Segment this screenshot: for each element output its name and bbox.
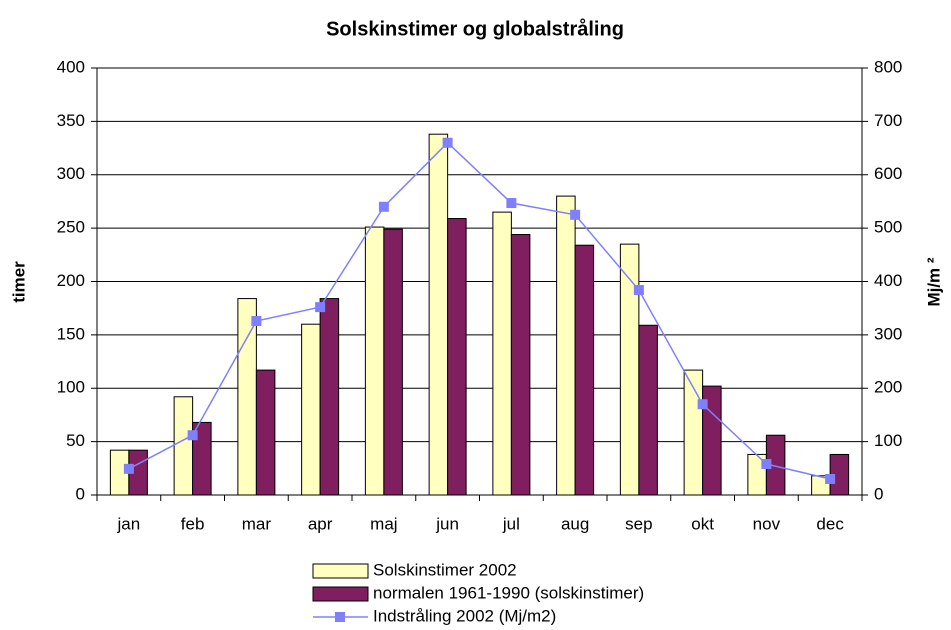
y2-tick-label: 500 [874, 218, 902, 237]
legend-label: Indstråling 2002 (Mj/m2) [373, 606, 556, 625]
y-tick-label: 300 [57, 164, 85, 183]
chart-title: Solskinstimer og globalstråling [326, 17, 624, 40]
x-tick-label: sep [625, 514, 652, 533]
bar [619, 243, 640, 496]
y-tick-label: 350 [57, 111, 85, 130]
x-tick-label: jun [435, 514, 459, 533]
marker [697, 399, 708, 410]
x-tick-label: apr [308, 514, 333, 533]
bar [383, 228, 403, 496]
bar [428, 133, 449, 496]
y-tick-label: 400 [57, 57, 85, 76]
bar [447, 218, 467, 496]
bar [492, 211, 512, 496]
x-tick-label: jul [502, 514, 520, 533]
marker [187, 430, 198, 441]
marker [123, 463, 134, 474]
legend-label: normalen 1961-1990 (solskinstimer) [373, 583, 644, 602]
bar [638, 324, 658, 496]
legend-swatch [312, 586, 369, 602]
bar [173, 396, 194, 496]
marker [506, 198, 517, 209]
bar [301, 323, 321, 496]
y-axis-title: timer [9, 261, 28, 303]
y-tick-label: 150 [57, 324, 85, 343]
legend-swatch [312, 563, 369, 579]
bar [556, 195, 576, 496]
x-tick-label: okt [691, 514, 714, 533]
marker [315, 302, 326, 313]
x-tick-label: nov [753, 514, 781, 533]
x-tick-label: feb [181, 514, 205, 533]
y-tick-label: 100 [57, 378, 85, 397]
marker [761, 459, 772, 470]
bar [364, 226, 385, 496]
y-tick-label: 250 [57, 218, 85, 237]
y2-tick-label: 800 [874, 57, 902, 76]
y-tick-label: 200 [57, 271, 85, 290]
bar [574, 244, 595, 496]
bar [510, 234, 531, 496]
x-tick-label: aug [561, 514, 589, 533]
marker [378, 201, 389, 212]
x-tick-label: mar [242, 514, 272, 533]
x-tick-label: dec [816, 514, 844, 533]
marker [570, 209, 581, 220]
y-tick-label: 50 [66, 431, 85, 450]
legend-marker [335, 612, 345, 622]
y2-tick-label: 300 [874, 324, 902, 343]
x-tick-label: jan [117, 514, 141, 533]
marker [442, 137, 453, 148]
y-tick-label: 0 [76, 484, 85, 503]
legend-label: Solskinstimer 2002 [373, 560, 517, 579]
y2-tick-label: 0 [874, 484, 883, 503]
line [128, 141, 831, 480]
bar [237, 298, 257, 496]
y2-tick-label: 600 [874, 164, 902, 183]
marker [825, 473, 836, 484]
y2-tick-label: 700 [874, 111, 902, 130]
y2-tick-label: 200 [874, 378, 902, 397]
y2-axis-title: Mj/m ² [924, 257, 943, 306]
bar [319, 298, 340, 496]
x-tick-label: maj [370, 514, 397, 533]
bar [255, 369, 276, 496]
marker [633, 285, 644, 296]
marker [251, 315, 262, 326]
y2-tick-label: 400 [874, 271, 902, 290]
y2-tick-label: 100 [874, 431, 902, 450]
